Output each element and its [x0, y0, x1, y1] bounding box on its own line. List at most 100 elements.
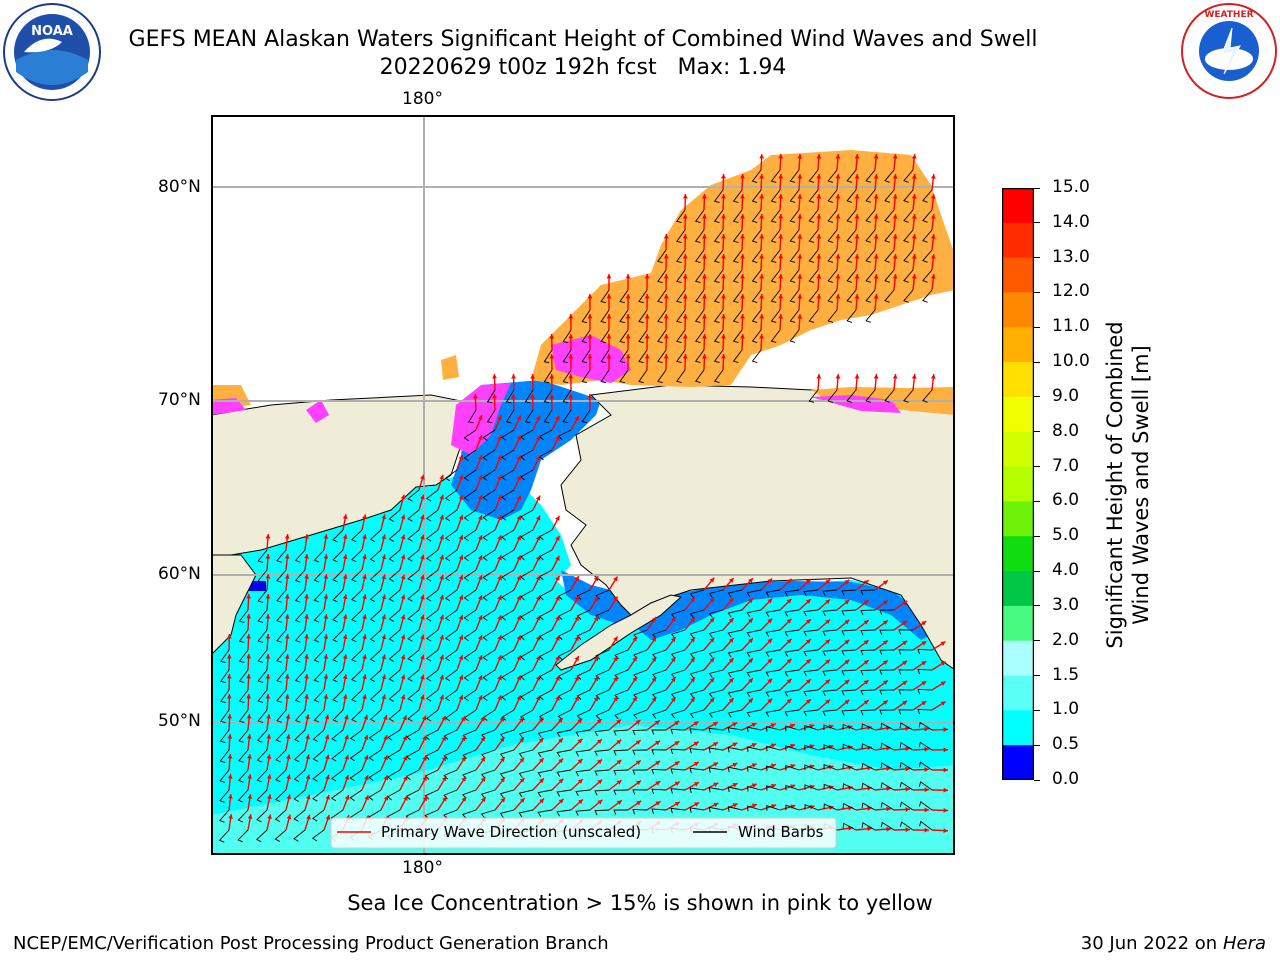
wave-arrow-head: [892, 154, 898, 159]
wind-barb: [613, 809, 629, 815]
wave-arrow-head: [613, 636, 618, 642]
wind-barb: [732, 229, 743, 243]
wave-arrow-head: [921, 621, 927, 626]
wind-barb: [407, 489, 420, 502]
wave-arrow-head: [587, 294, 593, 299]
wind-barb: [846, 209, 857, 223]
wave-arrow-head: [759, 194, 765, 199]
wind-barb: [841, 649, 857, 656]
wave-arrow-head: [265, 654, 271, 659]
wind-barb: [463, 569, 477, 582]
wave-arrow-head: [825, 639, 831, 645]
wave-arrow-head: [905, 807, 910, 812]
wave-arrow-head: [403, 795, 408, 801]
colorbar-tick-mark: [1034, 361, 1040, 363]
wind-barb: [784, 589, 800, 597]
wind-barb: [880, 762, 895, 771]
wave-arrow-head: [930, 194, 936, 199]
wind-barb: [426, 549, 439, 562]
wind-barb: [501, 509, 515, 521]
wave-arrow-head: [854, 194, 860, 199]
wave-arrow-head: [728, 697, 734, 703]
wave-arrow-head: [805, 579, 811, 584]
wave-arrow-head: [246, 594, 251, 599]
wind-barb: [751, 269, 762, 283]
wind-barb: [880, 782, 895, 791]
wave-arrow-head: [324, 714, 330, 720]
chart-subtitle: 20220629 t00z 192h fcst Max: 1.94: [379, 55, 787, 80]
wave-arrow-head: [701, 194, 707, 199]
wind-barb: [727, 629, 743, 638]
wind-barb: [351, 689, 363, 703]
noaa-logo: NOAA: [2, 2, 102, 102]
wave-arrow-head: [400, 594, 406, 600]
wave-arrow-head: [943, 767, 948, 773]
wave-arrow-head: [924, 767, 929, 772]
wave-arrow-head: [516, 415, 521, 421]
wave-arrow-head: [323, 574, 329, 579]
wave-arrow-head: [265, 674, 271, 679]
wave-arrow-head: [694, 782, 700, 787]
wind-barb: [708, 709, 724, 718]
wave-arrow-head: [740, 334, 745, 339]
wave-arrow-head: [816, 254, 822, 259]
wave-arrow-head: [886, 746, 891, 751]
wave-arrow-head: [767, 578, 773, 584]
wind-barb: [576, 629, 591, 640]
wind-barb: [860, 689, 876, 696]
wind-barb: [898, 629, 914, 635]
wind-barb: [220, 669, 230, 684]
wind-barb: [765, 649, 781, 657]
wave-arrow-head: [816, 274, 822, 279]
wave-arrow-head: [797, 294, 803, 299]
wave-arrow-head: [655, 740, 661, 746]
wave-arrow-head: [709, 577, 715, 583]
wave-arrow-head: [362, 594, 367, 600]
wave-arrow-head: [480, 736, 485, 742]
colorbar-segment: [1002, 745, 1034, 781]
wave-arrow-head: [759, 234, 765, 239]
wind-barb: [407, 609, 420, 622]
wave-arrow-head: [771, 763, 776, 769]
wave-arrow-head: [265, 574, 271, 579]
wave-arrow-head: [497, 675, 502, 681]
wind-barb: [860, 669, 876, 676]
wind-barb: [369, 689, 382, 703]
wave-arrow-head: [882, 600, 888, 606]
wave-arrow-head: [797, 314, 803, 319]
wave-arrow-head: [420, 474, 425, 480]
wind-barb: [426, 609, 439, 622]
wind-barb: [657, 289, 667, 304]
wave-arrow-head: [535, 575, 541, 581]
wind-barb: [727, 727, 743, 733]
wind-barb: [369, 569, 382, 583]
colorbar-segment: [1002, 710, 1034, 746]
wind-barb: [676, 369, 686, 384]
wind-barb: [632, 769, 648, 775]
wave-arrow-head: [304, 574, 309, 579]
wind-barb: [444, 669, 458, 682]
colorbar-segment: [1002, 292, 1034, 328]
wave-arrow-head: [362, 534, 367, 540]
wave-arrow-head: [324, 754, 330, 760]
legend-wave-label: Primary Wave Direction (unscaled): [381, 823, 641, 841]
wave-arrow-head: [246, 694, 251, 699]
wind-barb: [903, 169, 914, 183]
wave-arrow-head: [816, 294, 822, 299]
colorbar-tick-label: 1.5: [1052, 664, 1080, 685]
wind-barb: [846, 269, 857, 283]
wind-barb: [220, 649, 230, 664]
wind-barb: [594, 789, 610, 796]
wave-arrow-head: [728, 617, 734, 623]
wave-arrow-head: [613, 656, 618, 662]
wind-barb: [576, 709, 591, 720]
wave-arrow-head: [480, 716, 485, 722]
wave-arrow-head: [809, 784, 815, 790]
wave-arrow-head: [790, 723, 795, 729]
wind-barb: [789, 329, 800, 343]
wave-arrow-head: [593, 576, 599, 582]
wave-arrow-head: [400, 634, 406, 640]
wave-arrow-head: [693, 762, 699, 767]
wave-arrow-head: [854, 254, 860, 259]
wave-arrow-head: [709, 657, 715, 663]
